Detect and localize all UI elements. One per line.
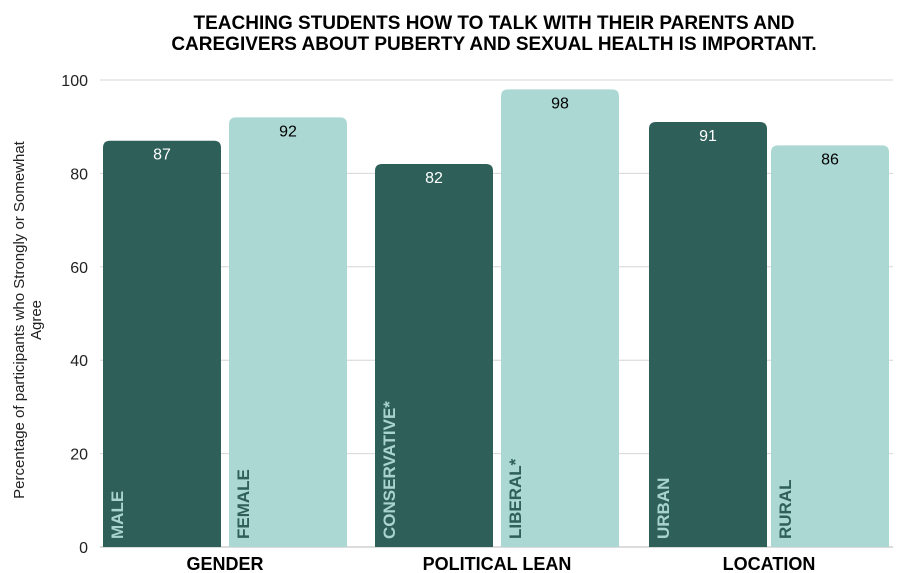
bar-value-label: 92 (279, 123, 297, 140)
bar-conservative (375, 164, 493, 547)
bar-urban (649, 122, 767, 547)
bar-category-label: FEMALE (234, 469, 253, 539)
y-tick-label: 0 (79, 540, 88, 557)
bar-value-label: 98 (551, 95, 569, 112)
bar-value-label: 91 (699, 128, 717, 145)
group-labels: GENDER POLITICAL LEAN LOCATION (186, 554, 815, 573)
bar-category-label: LIBERAL* (506, 458, 525, 539)
bar-category-label: CONSERVATIVE* (380, 401, 399, 539)
bar-category-label: URBAN (654, 478, 673, 539)
bar-value-label: 87 (153, 147, 171, 164)
y-axis-ticks: 0 20 40 60 80 100 (61, 73, 88, 557)
bar-value-label: 82 (425, 170, 443, 187)
y-axis-label: Percentage of participants who Strongly … (11, 140, 45, 499)
bar-liberal (501, 89, 619, 547)
y-tick-label: 40 (70, 353, 88, 370)
group-label: LOCATION (723, 554, 816, 573)
group-label: GENDER (186, 554, 263, 573)
chart-title-line-1: TEACHING STUDENTS HOW TO TALK WITH THEIR… (194, 13, 795, 34)
y-tick-label: 60 (70, 260, 88, 277)
bar-value-label: 86 (821, 151, 839, 168)
chart-title: TEACHING STUDENTS HOW TO TALK WITH THEIR… (171, 13, 816, 55)
y-tick-label: 100 (61, 73, 88, 90)
y-axis-label-line-2: Agree (28, 300, 45, 340)
y-tick-label: 20 (70, 447, 88, 464)
y-axis-label-line-1: Percentage of participants who Strongly … (11, 140, 28, 499)
bars: 87 MALE 92 FEMALE 82 CONSERVATIVE* 98 LIBERAL* 9… (103, 89, 889, 548)
chart-title-line-2: CAREGIVERS ABOUT PUBERTY AND SEXUAL HEAL… (171, 34, 816, 55)
bar-male (103, 140, 221, 547)
group-label: POLITICAL LEAN (423, 554, 572, 573)
bar-category-label: RURAL (776, 480, 795, 540)
bar-rural (771, 145, 889, 547)
y-tick-label: 80 (70, 166, 88, 183)
bar-category-label: MALE (108, 491, 127, 539)
bar-female (229, 117, 347, 548)
